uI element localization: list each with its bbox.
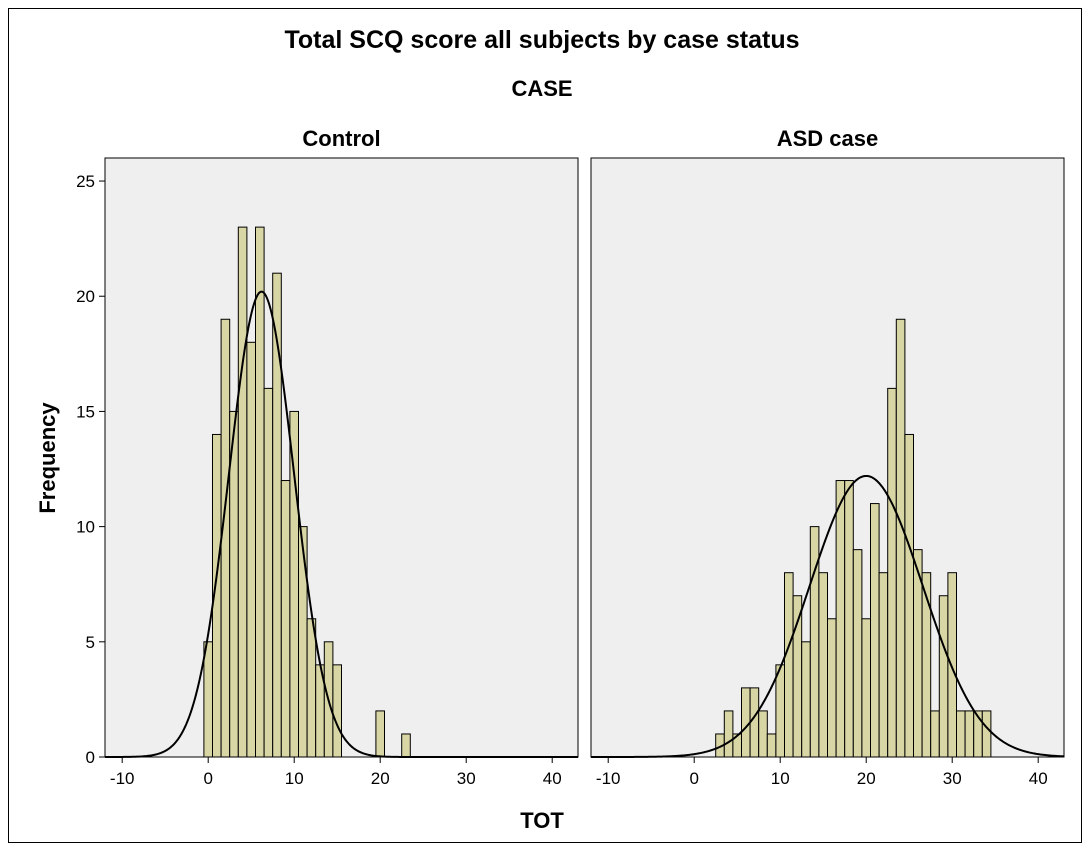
histogram-bar [401,733,411,758]
histogram-bar [775,664,786,758]
histogram-bar [887,387,897,758]
histogram-bar [956,710,966,758]
y-tick-label: 0 [86,748,95,767]
panel-title-asd-case: ASD case [777,126,879,151]
x-tick-label: 40 [1029,769,1048,788]
x-tick-label: 10 [285,769,304,788]
histogram-bar [280,480,291,758]
histogram-bar [332,664,342,758]
chart-title: Total SCQ score all subjects by case sta… [284,26,800,54]
y-tick-label: 5 [86,633,95,652]
histogram-bar [298,526,308,758]
histogram-bar [844,480,854,758]
histogram-bar [246,341,256,758]
x-tick-label: -10 [596,769,621,788]
histogram-bar [263,387,274,758]
y-tick-label: 25 [76,172,95,191]
x-tick-label: 30 [943,769,962,788]
histogram-bar [835,480,846,758]
facet-variable-label: CASE [511,76,573,101]
histogram-bar [749,687,760,758]
histogram-bar [766,733,777,758]
x-tick-label: 0 [689,769,698,788]
x-tick-label: 20 [371,769,390,788]
histogram-bar [921,572,932,758]
histogram-bar [895,318,906,758]
x-tick-label: 30 [457,769,476,788]
y-tick-label: 20 [76,287,95,306]
histogram-bar [220,318,231,758]
histogram-bar [930,710,940,758]
panel-title-control: Control [302,126,380,151]
histogram-bar [827,618,837,758]
plot-area-control [104,157,579,758]
histogram-bar [255,226,265,758]
histogram-bar [723,710,734,758]
x-tick-label: 20 [857,769,876,788]
histogram-bar [784,572,794,758]
histogram-bar [237,226,248,758]
histogram-bar [818,572,829,758]
x-axis-label: TOT [520,808,564,833]
x-tick-label: 10 [771,769,790,788]
normal-curve-asd-case [591,474,1065,758]
histogram-bar [904,433,915,758]
x-tick-label: 40 [543,769,562,788]
histogram-bar [861,618,872,758]
histogram-bar [870,503,880,758]
histogram-bar [938,595,949,758]
histogram-bar [981,710,992,758]
y-tick-label: 15 [76,402,95,421]
histogram-bar [801,641,811,758]
x-tick-label: 0 [203,769,212,788]
normal-curve-control [104,290,578,758]
histogram-bar [878,572,889,758]
y-tick-label: 10 [76,518,95,537]
histogram-bar [289,410,299,758]
histogram-bar [964,710,975,758]
histogram-bar [203,641,213,758]
histogram-bar [947,572,958,758]
chart-frame [8,8,1082,843]
histogram-bar [306,618,317,758]
histogram-bar [375,710,385,758]
x-tick-label: -10 [110,769,135,788]
histogram-bar [758,710,768,758]
histogram-bar [852,549,863,758]
